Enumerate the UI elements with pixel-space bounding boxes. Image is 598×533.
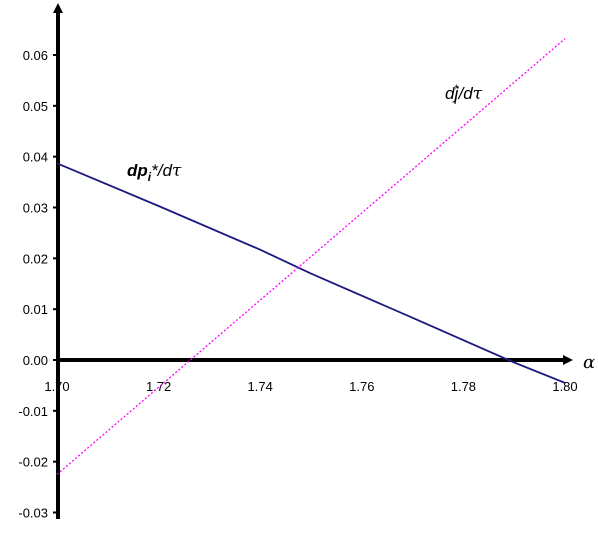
series-label-dj-tail: /d xyxy=(458,84,474,103)
y-tick-label: 0.06 xyxy=(23,48,48,63)
x-ticks: 1.70 1.72 1.74 1.76 1.78 1.80 xyxy=(44,379,577,394)
series-line-dp xyxy=(56,162,566,384)
y-tick-label: 0.05 xyxy=(23,99,48,114)
series-label-dj: dji*/dτ xyxy=(445,82,483,107)
series-label-dp: dpi*/dτ xyxy=(127,161,182,184)
y-tick-label: -0.02 xyxy=(18,455,48,470)
y-tick-label: 0.01 xyxy=(23,302,48,317)
series-layer xyxy=(56,38,566,475)
series-label-dp-main: dp xyxy=(127,161,148,180)
y-tick-label: 0.00 xyxy=(23,353,48,368)
y-tick-label: -0.03 xyxy=(18,506,48,521)
y-tick-label: -0.01 xyxy=(18,404,48,419)
series-line-dj xyxy=(56,38,566,475)
y-tick-label: 0.02 xyxy=(23,251,48,266)
series-label-dj-greek: τ xyxy=(473,84,483,104)
y-tick-label: 0.04 xyxy=(23,150,48,165)
axes xyxy=(53,3,573,519)
x-axis-label: α xyxy=(583,352,595,373)
series-label-dj-main: dj xyxy=(445,84,459,103)
y-ticks: -0.03 -0.02 -0.01 0.00 0.01 0.02 0.03 0.04 0.05 0… xyxy=(18,48,58,521)
series-label-dp-greek: τ xyxy=(172,161,182,181)
y-tick-label: 0.03 xyxy=(23,201,48,216)
x-tick-label: 1.74 xyxy=(248,379,273,394)
series-label-dj-sub: i xyxy=(454,93,457,107)
x-tick-label: 1.70 xyxy=(44,379,69,394)
x-tick-label: 1.76 xyxy=(349,379,374,394)
series-label-dp-sub: i xyxy=(148,170,152,184)
x-tick-label: 1.78 xyxy=(451,379,476,394)
x-tick-label: 1.72 xyxy=(146,379,171,394)
series-label-dj-sup: * xyxy=(454,82,459,96)
x-tick-label: 1.80 xyxy=(552,379,577,394)
series-label-dp-tail: */d xyxy=(151,161,172,180)
